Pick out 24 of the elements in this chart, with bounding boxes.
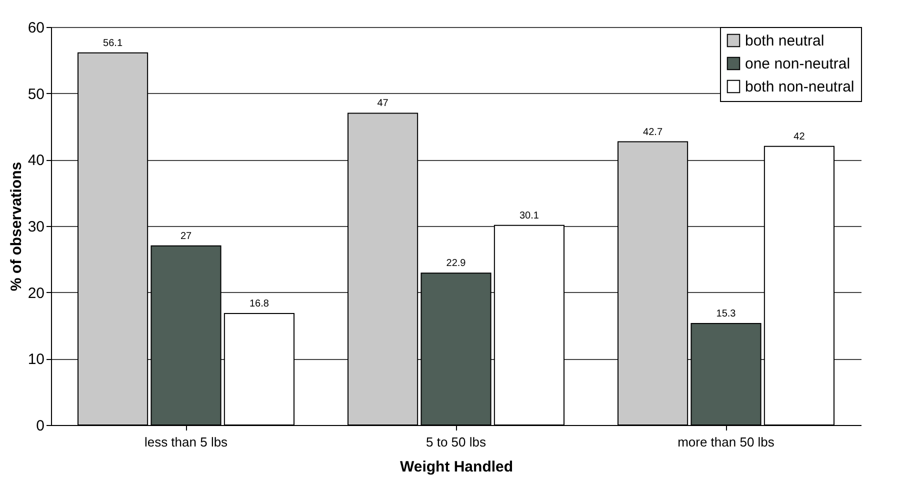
data-label: 42 <box>794 131 806 142</box>
x-tick-label: more than 50 lbs <box>678 434 775 450</box>
y-axis-title: % of observations <box>8 162 25 292</box>
data-label: 15.3 <box>716 308 736 320</box>
x-axis-title: Weight Handled <box>400 458 514 476</box>
data-label: 42.7 <box>643 126 663 138</box>
data-label: 22.9 <box>446 258 466 270</box>
y-tick-label: 50 <box>28 86 44 103</box>
data-label: 27 <box>180 230 192 242</box>
y-tick-label: 0 <box>36 418 44 434</box>
data-label: 30.1 <box>519 210 540 222</box>
data-label: 16.8 <box>249 298 270 310</box>
y-tick-label: 60 <box>28 20 44 36</box>
x-tick-label: less than 5 lbs <box>144 434 228 450</box>
y-tick-label: 20 <box>28 284 44 302</box>
legend-label: both non-neutral <box>745 78 854 96</box>
legend-label: both neutral <box>745 32 824 50</box>
legend-label: one non-neutral <box>745 56 850 72</box>
y-tick-label: 10 <box>28 351 44 368</box>
x-tick-label: 5 to 50 lbs <box>426 434 486 450</box>
data-label: 56.1 <box>103 38 123 49</box>
data-label: 47 <box>377 98 389 110</box>
y-tick-label: 40 <box>28 152 44 170</box>
y-tick-label: 30 <box>28 218 44 236</box>
